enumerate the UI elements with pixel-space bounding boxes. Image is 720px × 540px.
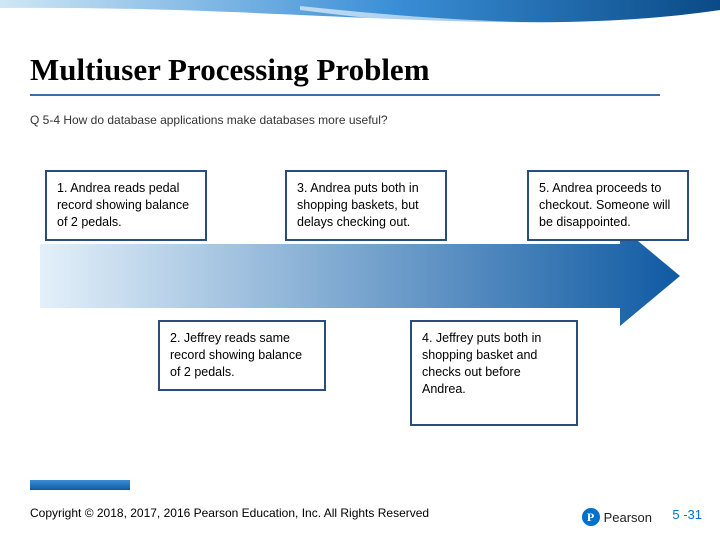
page-title: Multiuser Processing Problem [30,52,660,96]
page-number: 5 -31 [672,507,702,522]
slide: Multiuser Processing Problem Q 5-4 How d… [0,0,720,540]
process-diagram: 1. Andrea reads pedal record showing bal… [30,170,690,450]
step-box-5: 5. Andrea proceeds to checkout. Someone … [527,170,689,241]
step-number: 2. [170,331,180,345]
step-number: 1. [57,181,67,195]
copyright-text: Copyright © 2018, 2017, 2016 Pearson Edu… [30,506,429,520]
subtitle-text: Q 5-4 How do database applications make … [30,113,388,127]
step-text: Jeffrey puts both in shopping basket and… [422,331,541,396]
publisher-logo: P Pearson [582,508,652,526]
step-number: 5. [539,181,549,195]
step-box-2: 2. Jeffrey reads same record showing bal… [158,320,326,391]
step-number: 4. [422,331,432,345]
step-box-1: 1. Andrea reads pedal record showing bal… [45,170,207,241]
logo-text: Pearson [604,510,652,525]
timeline-arrow [40,226,680,326]
step-text: Jeffrey reads same record showing balanc… [170,331,302,379]
accent-bar [30,480,130,490]
step-text: Andrea reads pedal record showing balanc… [57,181,189,229]
logo-icon: P [582,508,600,526]
top-swoosh [0,0,720,40]
step-box-3: 3. Andrea puts both in shopping baskets,… [285,170,447,241]
step-number: 3. [297,181,307,195]
step-box-4: 4. Jeffrey puts both in shopping basket … [410,320,578,426]
step-text: Andrea proceeds to checkout. Someone wil… [539,181,670,229]
step-text: Andrea puts both in shopping baskets, bu… [297,181,419,229]
